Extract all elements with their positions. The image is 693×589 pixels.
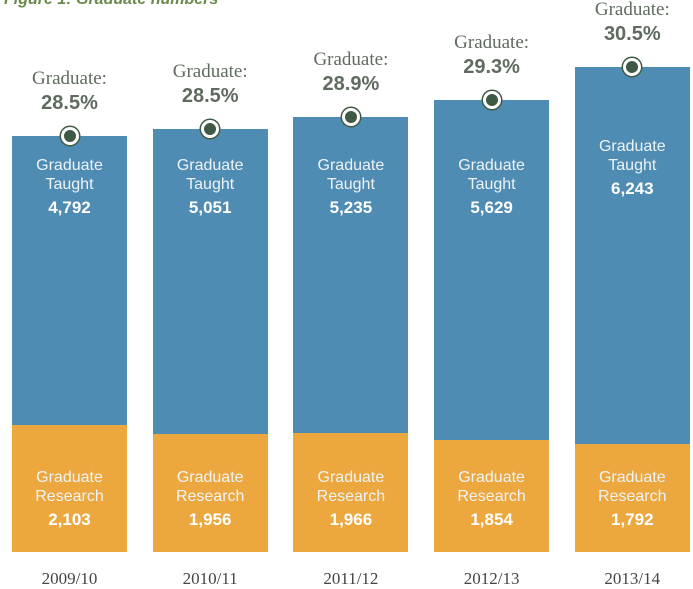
segment-name: Graduate Taught: [36, 157, 103, 193]
segment-name: Graduate Taught: [598, 138, 666, 174]
bar-segment: [152, 433, 268, 552]
x-tick-label: 2011/12: [323, 569, 379, 588]
chart-title: Figure 1: Graduate numbers: [4, 0, 218, 9]
x-tick-label: 2009/10: [41, 569, 98, 588]
segment-value: 1,966: [329, 510, 373, 529]
segment-value: 1,956: [188, 510, 232, 529]
x-tick-label: 2010/11: [182, 569, 238, 588]
segment-name: Graduate Research: [598, 469, 667, 505]
segment-name: Graduate Research: [316, 469, 386, 505]
segment-value: 1,854: [470, 510, 513, 529]
share-label: 30.5%: [603, 23, 661, 45]
bar-segment: [574, 67, 690, 444]
share-heading: Graduate:: [313, 49, 389, 71]
share-marker: [623, 58, 642, 76]
segment-value: 5,235: [329, 198, 373, 217]
bar-segment: [293, 117, 409, 434]
segment-value: 1,792: [611, 510, 654, 529]
share-marker: [60, 126, 79, 145]
share-heading: Graduate:: [454, 32, 530, 54]
segment-name: Graduate Research: [175, 469, 245, 505]
segment-value: 5,629: [470, 198, 513, 217]
share-marker: [201, 120, 220, 139]
x-tick-label: 2013/14: [604, 569, 661, 588]
share-marker: [341, 108, 360, 127]
share-label: 28.9%: [322, 73, 380, 96]
segment-value: 4,792: [48, 198, 91, 217]
bar-segment: [434, 100, 550, 441]
share-label: 29.3%: [463, 56, 520, 79]
segment-value: 2,103: [48, 510, 91, 529]
x-tick-label: 2012/13: [463, 569, 520, 588]
share-heading: Graduate:: [594, 0, 670, 20]
share-heading: Graduate:: [32, 67, 107, 89]
share-heading: Graduate:: [172, 61, 248, 83]
segment-name: Graduate Taught: [317, 157, 385, 193]
segment-name: Graduate Research: [457, 469, 526, 505]
segment-value: 6,243: [611, 179, 654, 198]
bar-segment: [434, 440, 550, 552]
bar-segment: [574, 443, 690, 552]
segment-value: 5,051: [188, 198, 232, 217]
segment-name: Graduate Taught: [458, 157, 525, 193]
bar-segment: [12, 425, 127, 552]
share-label: 28.5%: [41, 91, 98, 114]
share-label: 28.5%: [181, 85, 239, 108]
segment-name: Graduate Taught: [176, 157, 244, 193]
bar-segment: [152, 129, 268, 434]
bar-segment: [12, 135, 127, 426]
segment-name: Graduate Research: [35, 469, 104, 505]
share-marker: [482, 91, 501, 110]
bar-segment: [293, 433, 409, 552]
